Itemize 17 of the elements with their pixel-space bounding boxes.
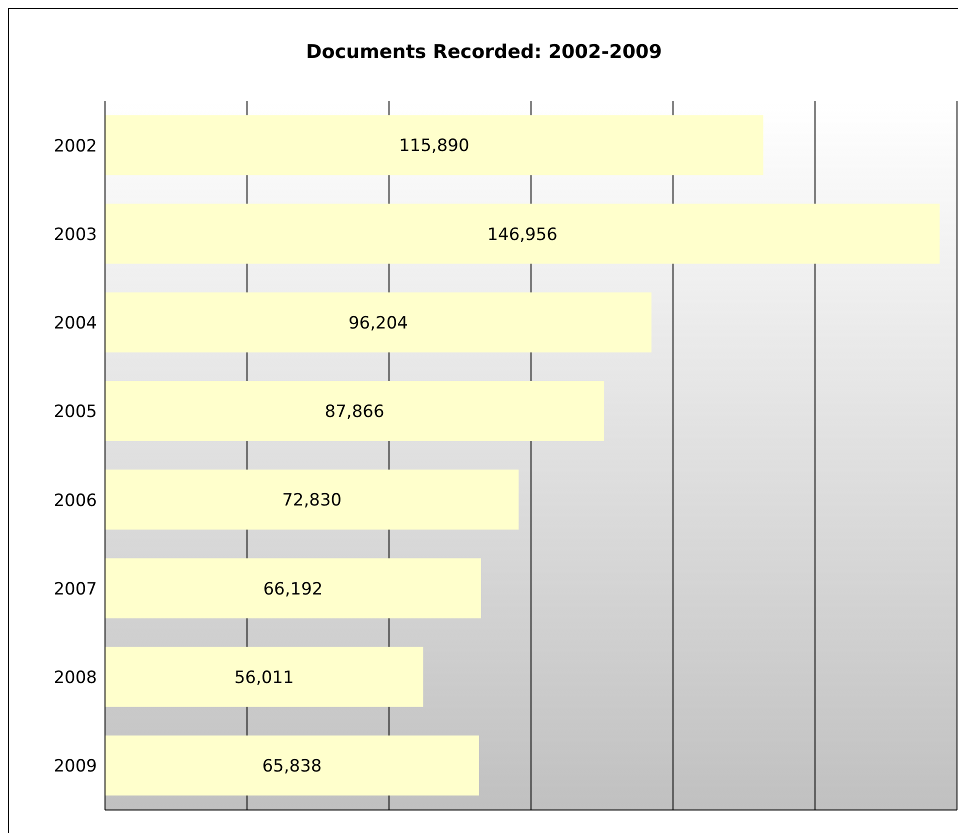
chart-title: Documents Recorded: 2002-2009 (305, 41, 663, 63)
data-label: 146,956 (487, 224, 558, 245)
data-label: 87,866 (324, 402, 384, 422)
y-tick-label: 2009 (54, 756, 97, 777)
data-label: 96,204 (348, 313, 408, 334)
data-label: 72,830 (282, 490, 342, 511)
data-label: 66,192 (263, 579, 323, 600)
y-tick-label: 2003 (54, 224, 97, 245)
y-tick-label: 2004 (54, 314, 97, 334)
y-tick-label: 2008 (54, 668, 97, 688)
y-tick-label: 2006 (54, 490, 97, 511)
data-label: 115,890 (398, 136, 470, 156)
data-label: 65,838 (262, 756, 322, 777)
y-tick-label: 2007 (54, 579, 97, 600)
y-tick-label: 2002 (54, 136, 97, 156)
data-label: 56,011 (234, 668, 294, 688)
y-tick-label: 2005 (54, 402, 97, 422)
